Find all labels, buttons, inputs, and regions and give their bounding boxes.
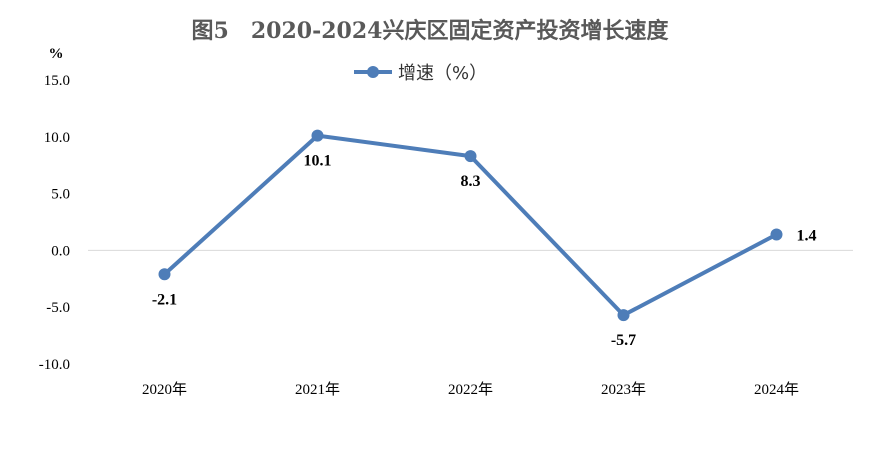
legend: 增速（%）: [354, 63, 487, 84]
y-axis-unit-label: %: [49, 46, 64, 62]
data-label: 1.4: [797, 227, 817, 244]
data-point: [158, 268, 171, 281]
data-point: [464, 150, 477, 163]
legend-entry: 增速（%）: [398, 63, 487, 84]
series-line: [162, 133, 779, 318]
x-tick-label: 2022年: [448, 381, 493, 398]
data-label: 8.3: [461, 173, 481, 190]
series-increase-rate: [158, 129, 783, 322]
data-label: -5.7: [611, 332, 636, 349]
x-tick-label: 2021年: [295, 381, 340, 398]
data-labels: -2.1 10.1 8.3 -5.7 1.4: [152, 153, 817, 349]
x-tick-label: 2024年: [754, 381, 799, 398]
data-point: [770, 228, 783, 241]
y-axis: 15.0 10.0 5.0 0.0 -5.0 -10.0: [39, 73, 70, 373]
y-tick-label: 5.0: [51, 187, 70, 203]
y-tick-label: 15.0: [44, 73, 70, 89]
legend-point-marker: [367, 66, 379, 78]
y-tick-label: 10.0: [44, 130, 70, 146]
data-point: [617, 309, 630, 322]
y-tick-label: -5.0: [46, 300, 70, 316]
chart-title: 图5 2020-2024兴庆区固定资产投资增长速度: [192, 18, 670, 44]
data-label: 10.1: [304, 153, 332, 170]
y-tick-label: 0.0: [51, 243, 70, 259]
x-tick-label: 2023年: [601, 381, 646, 398]
data-label: -2.1: [152, 291, 177, 308]
data-point: [311, 129, 324, 142]
x-tick-label: 2020年: [142, 381, 187, 398]
y-tick-label: -10.0: [39, 357, 70, 373]
x-axis: 2020年 2021年 2022年 2023年 2024年: [142, 381, 799, 398]
